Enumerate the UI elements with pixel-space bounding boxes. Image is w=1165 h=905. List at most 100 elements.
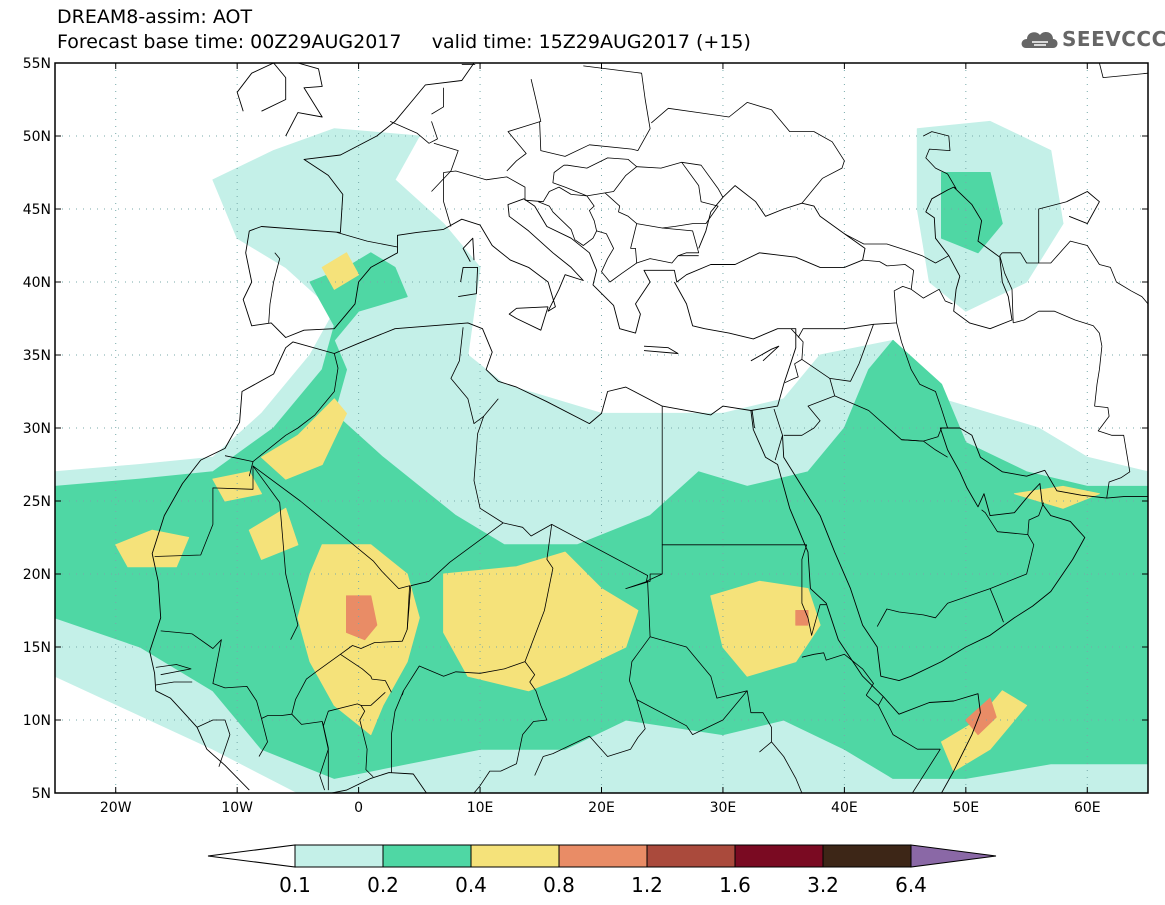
colorbar-label: 0.4 <box>455 873 487 897</box>
border-19 <box>797 259 914 338</box>
aot-region-4-1 <box>443 551 639 692</box>
border-37 <box>340 653 392 693</box>
border-59 <box>981 509 1028 535</box>
coastline-6 <box>751 410 755 429</box>
border-39 <box>323 692 386 726</box>
border-51 <box>801 544 827 636</box>
border-62 <box>1013 310 1103 347</box>
border-16 <box>681 161 724 198</box>
border-42 <box>196 719 231 767</box>
lon-label: 60E <box>1074 800 1101 816</box>
border-58 <box>989 534 1035 589</box>
lon-label: 10W <box>221 800 253 816</box>
coastline-14 <box>750 345 780 362</box>
border-44 <box>155 664 192 676</box>
border-61 <box>901 439 948 458</box>
colorbar-label: 1.6 <box>719 873 751 897</box>
country-borders <box>154 63 1148 793</box>
colorbar-label: 1.2 <box>631 873 663 897</box>
lon-label: 20W <box>100 800 132 816</box>
lon-label: 50E <box>952 800 979 816</box>
border-64 <box>1002 201 1067 264</box>
border-55 <box>878 705 941 750</box>
colorbar-box <box>822 844 912 868</box>
colorbar-label: 0.8 <box>543 873 575 897</box>
lon-label: 40E <box>831 800 858 816</box>
border-18 <box>844 233 949 264</box>
border-31 <box>401 661 526 696</box>
coastline-1 <box>242 198 863 338</box>
coastline-2 <box>149 281 797 791</box>
colorbar-high-triangle <box>910 844 997 868</box>
border-67 <box>923 131 957 190</box>
lon-label: 0 <box>354 800 363 816</box>
border-22 <box>784 328 804 384</box>
coastline-12 <box>462 237 475 262</box>
colorbar-label: 6.4 <box>895 873 927 897</box>
border-15 <box>651 102 845 179</box>
aot-region-4-2 <box>710 580 821 677</box>
border-40 <box>319 721 329 791</box>
aot-region-4-8 <box>1013 485 1100 509</box>
border-8 <box>539 65 651 157</box>
border-26 <box>773 408 783 461</box>
border-30 <box>461 524 554 793</box>
coastline-16 <box>236 63 287 112</box>
lat-label: 10N <box>23 713 51 729</box>
border-5 <box>431 87 445 115</box>
border-41 <box>258 718 268 757</box>
border-56 <box>907 748 941 793</box>
border-63 <box>1094 346 1131 499</box>
coastline-7 <box>698 185 866 261</box>
border-2 <box>443 170 526 227</box>
colorbar-label: 3.2 <box>807 873 839 897</box>
border-17 <box>801 178 823 204</box>
border-57 <box>876 588 1004 627</box>
lat-label: 20N <box>23 567 51 583</box>
time-info: Forecast base time: 00Z29AUG2017 valid t… <box>57 32 751 52</box>
cloud-icon <box>1021 31 1058 48</box>
aot-region-5-2 <box>795 610 809 626</box>
lon-label: 20E <box>588 800 615 816</box>
colorbar-label: 0.1 <box>279 873 311 897</box>
colorbar-box <box>382 844 472 868</box>
border-13 <box>630 223 638 264</box>
border-49 <box>636 690 772 753</box>
coastline-11 <box>458 266 479 298</box>
border-9 <box>552 157 638 197</box>
border-11 <box>596 192 700 283</box>
colorbar-box <box>470 844 560 868</box>
border-50 <box>649 636 748 699</box>
coastlines <box>149 63 1148 793</box>
border-29 <box>473 398 663 582</box>
border-46 <box>252 353 339 462</box>
lat-label: 40N <box>23 275 51 291</box>
border-34 <box>154 465 299 640</box>
border-48 <box>534 735 590 776</box>
colorbar-box <box>294 844 384 868</box>
map-title: DREAM8-assim: AOT <box>57 6 253 28</box>
border-20 <box>910 288 953 305</box>
border-33 <box>406 522 504 630</box>
border-28 <box>589 544 663 757</box>
lat-label: 30N <box>23 421 51 437</box>
valid-time: valid time: 15Z29AUG2017 (+15) <box>431 31 751 53</box>
colorbar: 0.1 0.2 0.4 0.8 1.2 1.6 3.2 6.4 <box>207 844 997 897</box>
border-32 <box>390 690 404 773</box>
border-66 <box>999 252 1014 323</box>
colorbar-low-triangle <box>207 844 296 868</box>
border-52 <box>801 652 874 696</box>
coastline-3 <box>331 772 468 793</box>
border-68 <box>1099 63 1148 78</box>
border-35 <box>252 465 411 791</box>
colorbar-box <box>558 844 648 868</box>
lon-label: 30E <box>710 800 737 816</box>
lat-label: 50N <box>23 129 51 145</box>
coastline-0 <box>249 63 475 233</box>
lat-label: 25N <box>23 494 51 510</box>
lat-label: 45N <box>23 202 51 218</box>
aot-region-4-9 <box>321 252 360 290</box>
border-21 <box>896 322 948 429</box>
border-0 <box>336 232 398 248</box>
